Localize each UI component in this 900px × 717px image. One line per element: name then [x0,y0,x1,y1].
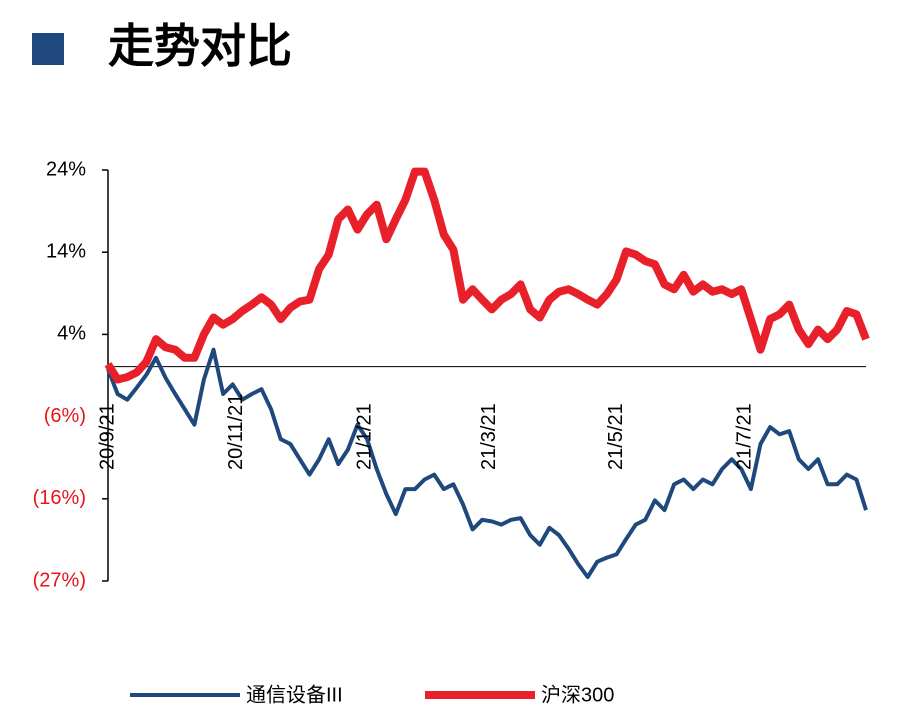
series-line [106,347,868,579]
x-tick-label: 21/1/21 [353,403,375,470]
y-tick-label: (6%) [44,405,86,427]
y-tick-label: (27%) [33,569,86,591]
y-tick-label: (16%) [33,487,86,509]
series-line [104,167,870,384]
chart-title: 走势对比 [108,19,292,73]
x-tick-label: 20/9/21 [96,403,118,470]
title-icon [32,33,64,65]
y-tick-label: 24% [46,158,86,180]
x-tick-label: 21/3/21 [478,403,500,470]
legend-label: 沪深300 [541,683,614,706]
y-tick-label: 14% [46,240,86,262]
legend-label: 通信设备III [246,683,343,706]
x-tick-label: 21/7/21 [733,403,755,470]
x-tick-label: 21/5/21 [605,403,627,470]
y-tick-label: 4% [57,323,86,345]
x-tick-label: 20/11/21 [225,394,247,470]
